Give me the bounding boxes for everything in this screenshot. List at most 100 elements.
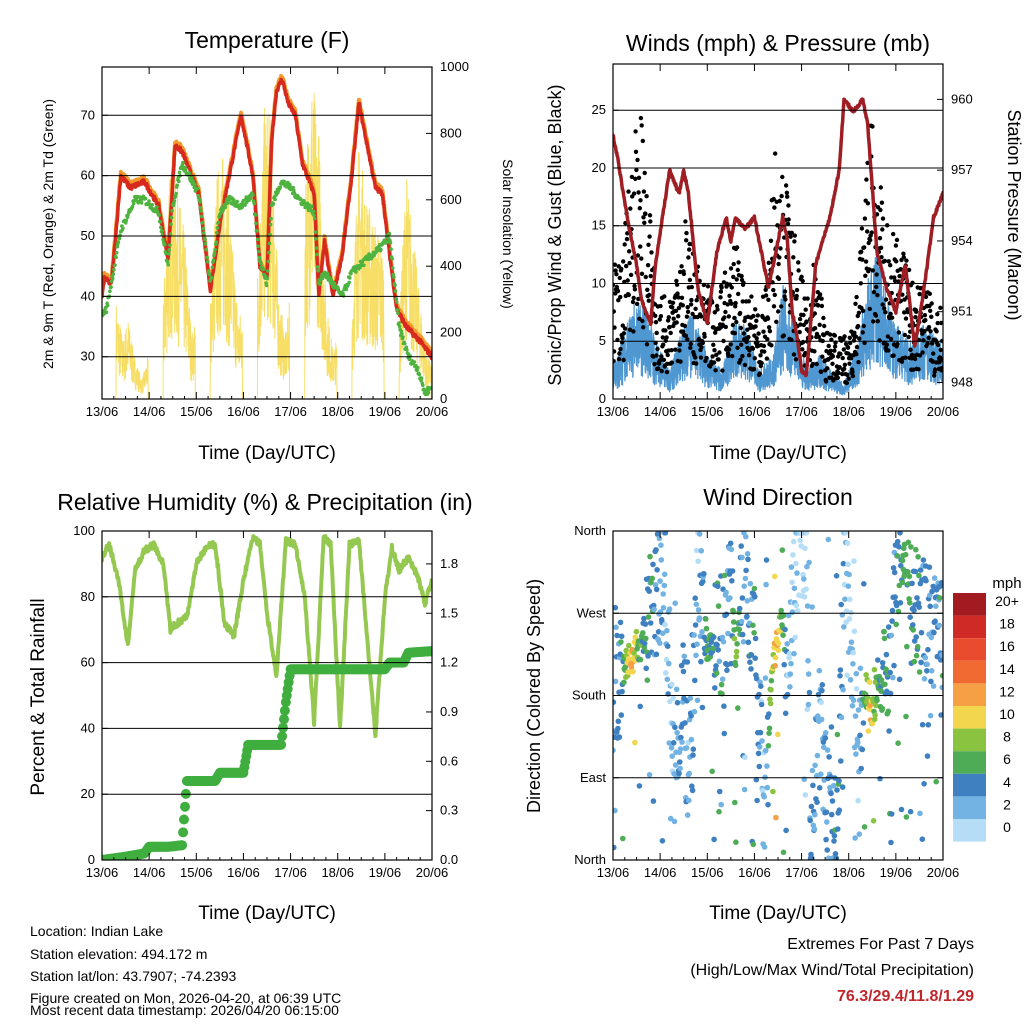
direction-point — [927, 712, 934, 719]
direction-point — [793, 602, 800, 609]
gust-point — [689, 297, 694, 303]
gust-point — [659, 368, 664, 374]
humidity-y2tick-label: 1.5 — [440, 605, 458, 620]
gust-point — [878, 207, 883, 213]
legend-label: 20+ — [995, 593, 1019, 609]
gust-point — [920, 350, 925, 355]
direction-point — [809, 604, 815, 610]
gust-point — [934, 329, 939, 334]
temperature-xtick-label: 14/06 — [133, 404, 166, 419]
gust-point — [926, 335, 931, 340]
direction-point — [735, 705, 741, 711]
winds-y2tick-label: 960 — [951, 91, 973, 106]
gust-point — [639, 256, 644, 261]
direction-point — [786, 651, 793, 657]
gust-point — [867, 306, 872, 312]
gust-point — [766, 325, 772, 330]
direction-point — [782, 626, 788, 633]
dewpoint-point — [214, 240, 219, 244]
gust-point — [854, 344, 860, 350]
direction-point — [664, 627, 670, 634]
gust-point — [791, 352, 797, 357]
gust-point — [859, 249, 864, 254]
direction-point — [686, 797, 692, 804]
dewpoint-point — [291, 185, 296, 190]
gust-point — [765, 316, 771, 321]
gust-point — [891, 353, 896, 358]
direction-xtick-label: 20/06 — [927, 865, 960, 880]
gust-point — [731, 261, 736, 267]
direction-point — [713, 670, 720, 676]
gust-point — [627, 260, 632, 266]
direction-point — [696, 531, 703, 537]
direction-point — [803, 531, 810, 536]
gust-point — [899, 359, 905, 364]
direction-point — [840, 686, 846, 693]
legend-label: 14 — [999, 661, 1015, 677]
dewpoint-point — [267, 241, 272, 246]
gust-point — [879, 200, 885, 205]
direction-point — [850, 697, 857, 704]
direction-point — [858, 765, 864, 772]
gust-point — [621, 331, 627, 336]
gust-point — [923, 318, 928, 323]
gust-point — [657, 358, 663, 363]
gust-point — [852, 330, 857, 335]
dewpoint-point — [344, 287, 349, 292]
gust-point — [931, 351, 936, 356]
gust-point — [645, 287, 650, 292]
gust-point — [673, 308, 679, 313]
dewpoint-point — [254, 221, 258, 226]
station-latlon: Station lat/lon: 43.7907; -74.2393 — [30, 968, 237, 984]
gust-point — [897, 273, 902, 279]
gust-point — [659, 354, 664, 359]
gust-point — [624, 263, 629, 269]
direction-point — [739, 631, 746, 638]
direction-point — [921, 781, 927, 787]
gust-point — [689, 284, 694, 290]
direction-point — [766, 711, 772, 717]
gust-point — [728, 342, 733, 347]
dewpoint-point — [282, 179, 287, 184]
dewpoint-point — [104, 310, 109, 315]
dewpoint-point — [166, 263, 170, 267]
humidity-ytick-label: 0 — [88, 852, 95, 867]
gust-point — [632, 287, 638, 292]
dewpoint-point — [402, 341, 407, 346]
gust-point — [886, 348, 891, 353]
gust-point — [884, 342, 889, 347]
gust-point — [726, 353, 731, 358]
dewpoint-point — [109, 279, 114, 284]
direction-point — [742, 575, 749, 582]
gust-point — [819, 296, 824, 301]
dewpoint-point — [170, 208, 174, 213]
temperature-ytick-label: 50 — [81, 228, 95, 243]
gust-point — [913, 315, 918, 320]
direction-point — [666, 606, 673, 612]
gust-point — [647, 292, 652, 298]
direction-point — [881, 628, 887, 635]
dewpoint-point — [240, 205, 245, 209]
temperature-chart: 30 40 50 60 70 13/06 14/06 15/06 16/06 17/06 18/06… — [40, 27, 516, 464]
direction-point — [632, 739, 638, 746]
gust-point — [803, 307, 808, 312]
direction-point — [807, 817, 813, 824]
humidity-xtick-label: 18/06 — [321, 865, 354, 880]
gust-point — [935, 320, 940, 326]
direction-point — [724, 667, 730, 674]
dewpoint-point — [259, 261, 263, 266]
direction-point — [757, 729, 764, 736]
direction-point — [907, 614, 913, 620]
gust-point — [640, 318, 645, 324]
gust-point — [805, 296, 810, 301]
legend-label: 12 — [999, 683, 1015, 699]
gust-point — [812, 326, 818, 331]
gust-point — [643, 211, 648, 216]
dewpoint-point — [395, 308, 400, 312]
direction-point — [856, 831, 863, 837]
gust-point — [626, 189, 631, 194]
direction-point — [691, 708, 698, 715]
direction-point — [646, 772, 653, 778]
gust-point — [779, 193, 784, 199]
direction-point — [620, 835, 626, 842]
